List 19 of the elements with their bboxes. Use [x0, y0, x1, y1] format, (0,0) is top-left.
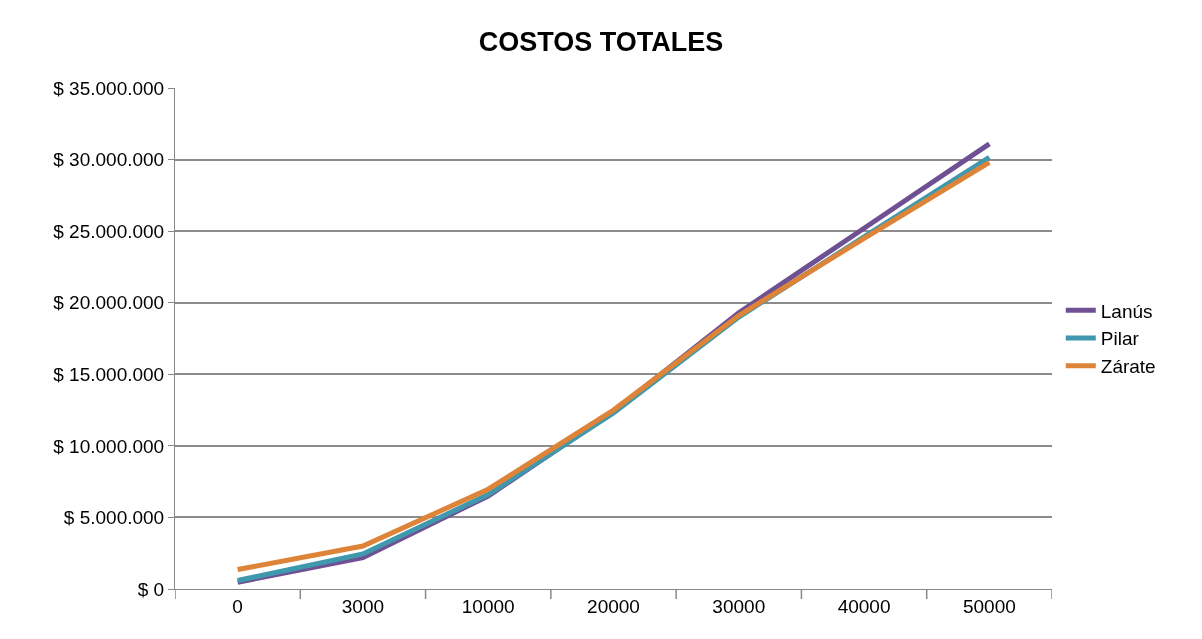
y-tick-label: $ 5.000.000: [63, 507, 165, 529]
y-tick-label: $ 30.000.000: [53, 149, 165, 171]
x-tick-label: 0: [232, 595, 243, 617]
y-tick-label: $ 15.000.000: [53, 363, 165, 385]
x-tick-label: 30000: [712, 595, 766, 617]
x-tick-label: 10000: [461, 595, 515, 617]
x-tick-label: 20000: [587, 595, 640, 617]
y-tick-label: $ 35.000.000: [53, 77, 165, 99]
y-tick-label: $ 25.000.000: [53, 220, 165, 242]
x-tick-label: 50000: [962, 595, 1016, 617]
chart-title: COSTOS TOTALES: [478, 26, 724, 57]
y-tick-label: $ 0: [137, 578, 165, 600]
x-tick-label: 3000: [341, 595, 385, 617]
y-tick-label: $ 20.000.000: [53, 292, 165, 314]
legend-label: Pilar: [1100, 328, 1140, 350]
legend-label: Zárate: [1100, 356, 1156, 378]
x-tick-label: 40000: [837, 595, 891, 617]
y-tick-label: $ 10.000.000: [53, 435, 165, 457]
legend-label: Lanús: [1100, 300, 1153, 322]
